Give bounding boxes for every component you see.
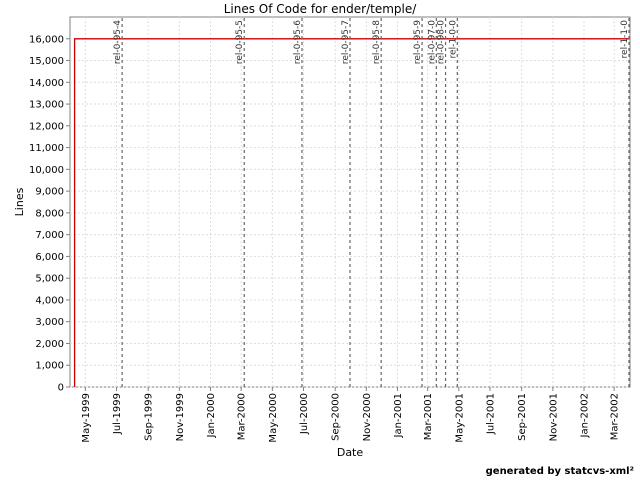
- y-tick-label: 2,000: [35, 339, 64, 350]
- footer-credit: generated by statcvs-xml²: [486, 466, 634, 477]
- x-tick-label: Sep-2000: [331, 393, 342, 441]
- release-label: rel-0-95-8: [372, 20, 382, 64]
- y-tick-label: 15,000: [29, 56, 64, 67]
- x-tick-label: Jul-2001: [486, 393, 497, 435]
- release-label: rel-0-95-5: [235, 20, 245, 64]
- release-label: rel-0-95-4: [113, 20, 123, 64]
- y-tick-label: 4,000: [35, 295, 64, 306]
- x-tick-label: Jul-1999: [112, 393, 123, 435]
- y-tick-label: 9,000: [35, 187, 64, 198]
- release-label: rel-0-98-0: [437, 20, 447, 64]
- x-tick-label: Mar-2002: [610, 393, 621, 440]
- x-tick-label: Jan-2002: [580, 393, 591, 438]
- y-tick-label: 0: [58, 383, 64, 394]
- y-tick-label: 12,000: [29, 121, 64, 132]
- chart-title: Lines Of Code for ender/temple/: [224, 2, 417, 16]
- x-tick-label: Mar-2000: [237, 393, 248, 440]
- x-tick-label: Nov-2001: [548, 393, 559, 441]
- x-tick-label: Sep-2001: [517, 393, 528, 441]
- y-tick-label: 5,000: [35, 274, 64, 285]
- y-tick-label: 14,000: [29, 78, 64, 89]
- y-axis: 0 1,000 2,000 3,000 4,000 5,000 6,000 7,000 8,00…: [29, 34, 70, 394]
- x-tick-label: May-1999: [81, 393, 92, 443]
- release-markers: rel-0-95-4 rel-0-95-5 rel-0-95-6 rel-0-95-7…: [113, 18, 630, 387]
- y-tick-label: 8,000: [35, 208, 64, 219]
- release-label: rel-0-95-9: [413, 20, 423, 64]
- x-tick-label: Nov-2000: [362, 393, 373, 441]
- y-axis-label: Lines: [13, 187, 26, 216]
- y-tick-label: 1,000: [35, 361, 64, 372]
- x-tick-label: Mar-2001: [423, 393, 434, 440]
- y-tick-label: 3,000: [35, 317, 64, 328]
- y-tick-label: 11,000: [29, 143, 64, 154]
- y-tick-label: 10,000: [29, 165, 64, 176]
- series-layer: [73, 38, 630, 387]
- x-tick-label: Nov-1999: [175, 393, 186, 441]
- x-tick-label: Sep-1999: [144, 393, 155, 441]
- x-tick-label: Jul-2000: [299, 393, 310, 435]
- x-tick-label: May-2001: [454, 393, 465, 443]
- loc-series-line: [73, 38, 630, 387]
- y-tick-label: 13,000: [29, 100, 64, 111]
- x-tick-label: Jan-2000: [206, 393, 217, 438]
- release-label: rel-0-95-7: [341, 20, 351, 64]
- release-label: rel-0-95-6: [293, 20, 303, 64]
- release-label: rel-1-1-0: [620, 20, 630, 59]
- y-tick-label: 6,000: [35, 252, 64, 263]
- x-tick-label: Jan-2001: [393, 393, 404, 438]
- release-label: rel-1-0-0: [448, 20, 458, 59]
- x-axis: May-1999 Jul-1999 Sep-1999 Nov-1999 Jan-2000…: [81, 387, 621, 443]
- x-tick-label: May-2000: [268, 393, 279, 443]
- y-tick-label: 7,000: [35, 230, 64, 241]
- release-label: rel-0-97-0: [427, 20, 437, 64]
- y-tick-label: 16,000: [29, 34, 64, 45]
- x-axis-label: Date: [337, 446, 364, 459]
